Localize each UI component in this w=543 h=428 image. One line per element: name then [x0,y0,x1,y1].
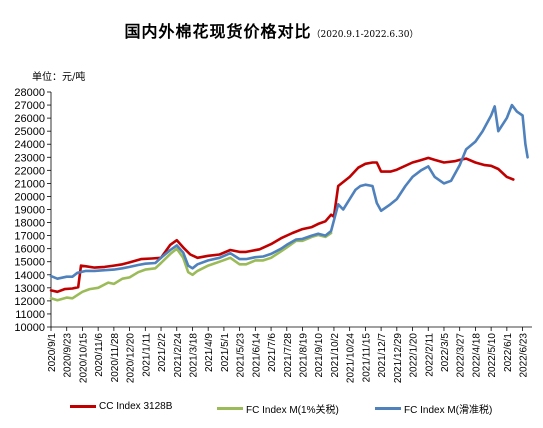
y-tick-label: 15000 [14,257,45,269]
legend-item-fc-index-1pct: FC Index M(1%关税) [217,401,339,416]
y-axis: 1000011000120001300014000150001600017000… [14,87,52,334]
series-fc-index-sliding-line [49,103,529,280]
x-tick-label: 2021/12/7 [377,333,388,378]
x-tick-label: 2022/4/18 [471,333,482,378]
x-tick-label: 2020/9/1 [47,333,58,372]
x-tick-label: 2021/4/9 [204,333,215,372]
x-tick-label: 2021/7/6 [267,333,278,372]
y-tick-label: 22000 [14,165,45,177]
x-tick-label: 2022/3/5 [440,333,451,372]
x-tick-label: 2021/11/15 [361,333,372,383]
x-tick-label: 2022/2/11 [424,333,435,377]
x-tick-label: 2021/10/2 [330,333,341,378]
x-tick-label: 2020/10/15 [78,333,89,383]
y-tick-label: 10000 [14,322,45,334]
x-tick-label: 2021/9/10 [314,333,325,378]
y-tick-label: 11000 [15,309,45,321]
y-tick-label: 16000 [14,244,45,256]
y-tick-label: 26000 [14,113,45,125]
legend-swatch-fc-index-sliding [375,407,401,410]
y-tick-label: 21000 [14,178,45,190]
x-tick-label: 2020/11/28 [110,333,121,383]
x-axis: 2020/9/1 2020/9/23 2020/10/15 2020/11/6 2020… [47,326,532,383]
legend-label-fc-index-sliding: FC Index M(滑准税) [404,405,493,416]
x-tick-label: 2022/3/27 [456,333,467,378]
x-tick-label: 2022/5/10 [487,333,498,378]
series-cc-index-line [49,156,515,294]
legend-label-fc-index-1pct: FC Index M(1%关税) [246,405,339,416]
legend-item-fc-index-sliding: FC Index M(滑准税) [375,401,492,416]
x-tick-label: 2021/10/24 [346,333,357,383]
x-tick-label: 2021/7/28 [283,333,294,378]
legend-item-cc-index: CC Index 3128B [70,401,172,412]
y-tick-label: 18000 [14,218,45,230]
y-tick-label: 24000 [14,139,45,151]
series-fc-index-1pct-line [49,231,333,302]
x-tick-label: 2020/12/20 [126,333,137,383]
legend-swatch-fc-index-1pct [217,407,243,410]
x-tick-label: 2020/11/6 [94,333,105,377]
y-tick-label: 12000 [14,296,45,308]
y-tick-label: 20000 [14,191,45,203]
y-tick-label: 23000 [14,152,45,164]
x-tick-label: 2021/2/24 [173,333,184,378]
series-layer [49,103,529,302]
chart-legend: CC Index 3128B FC Index M(1%关税) FC Index… [70,401,540,419]
x-tick-label: 2021/1/11 [141,333,152,377]
legend-swatch-cc-index [70,405,96,408]
x-tick-label: 2021/12/29 [393,333,404,383]
x-tick-label: 2021/2/2 [157,333,168,372]
x-tick-label: 2022/6/23 [519,333,530,378]
x-tick-label: 2021/5/1 [220,333,231,372]
y-tick-label: 14000 [14,270,45,282]
y-axis-unit-label: 单位：元/吨 [32,72,86,83]
y-tick-label: 27000 [14,100,45,112]
y-tick-label: 13000 [14,283,45,295]
x-tick-label: 2021/8/19 [299,333,310,378]
chart-title: 国内外棉花现货价格对比（2020.9.1-2022.6.30） [0,18,543,42]
x-tick-label: 2021/6/14 [251,333,262,378]
chart-title-date-range: （2020.9.1-2022.6.30） [311,30,419,40]
y-tick-label: 19000 [14,205,45,217]
chart-title-main: 国内外棉花现货价格对比 [124,22,312,41]
y-tick-label: 25000 [14,126,45,138]
y-tick-label: 17000 [14,231,45,243]
x-tick-label: 2022/1/20 [409,333,420,378]
x-tick-label: 2020/9/23 [63,333,74,378]
legend-label-cc-index: CC Index 3128B [99,401,173,412]
x-tick-label: 2022/6/1 [503,333,514,372]
x-tick-label: 2021/5/23 [236,333,247,378]
x-tick-label: 2021/3/18 [188,333,199,378]
y-tick-label: 28000 [14,87,45,99]
